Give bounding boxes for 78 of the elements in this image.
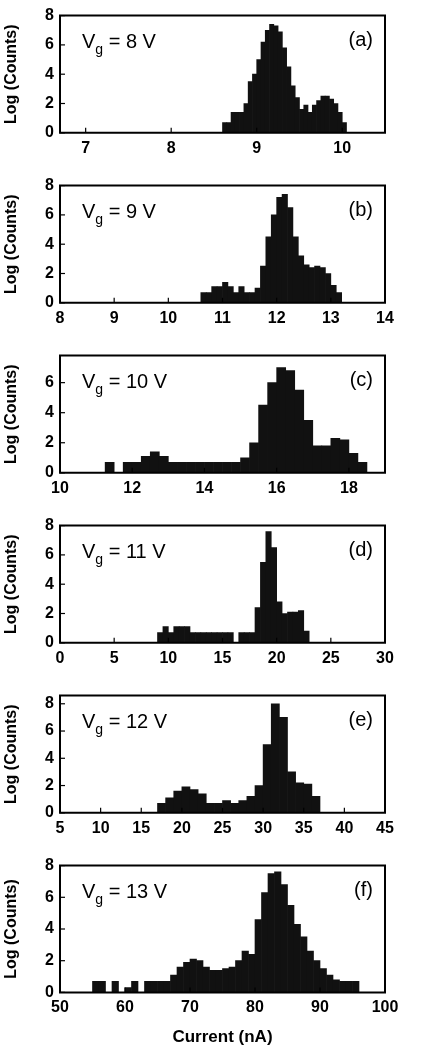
x-tick-label: 30 [376, 648, 394, 666]
annotation: (e) [348, 707, 374, 730]
y-tick-label: 4 [45, 234, 55, 252]
y-tick-label: 6 [45, 205, 55, 223]
x-tick-label: 18 [339, 478, 358, 496]
y-tick-label: 8 [45, 6, 55, 24]
x-tick-label: 9 [252, 138, 262, 156]
x-tick-label: 40 [335, 818, 354, 836]
y-axis-title: Log (Counts) [2, 364, 20, 464]
y-tick-label: 8 [45, 694, 55, 712]
y-tick-label: 8 [45, 176, 55, 194]
x-tick-label: 20 [172, 818, 191, 836]
y-tick-label: 0 [45, 463, 55, 481]
annotation: (b) [348, 197, 374, 220]
x-tick-label: 14 [376, 308, 394, 326]
annotation: (d) [348, 537, 374, 560]
x-tick-label: 12 [123, 478, 142, 496]
y-axis-title: Log (Counts) [2, 879, 20, 979]
y-tick-label: 4 [45, 919, 55, 937]
x-tick-label: 25 [213, 818, 232, 836]
y-tick-label: 4 [45, 64, 55, 82]
x-tick-label: 100 [371, 998, 399, 1016]
x-tick-label: 16 [267, 478, 286, 496]
y-tick-label: 4 [45, 403, 55, 421]
x-tick-label: 8 [166, 138, 176, 156]
y-tick-label: 2 [45, 951, 55, 969]
x-tick-label: 35 [294, 818, 313, 836]
x-tick-label: 70 [181, 998, 199, 1016]
x-tick-label: 15 [213, 648, 232, 666]
x-tick-label: 50 [51, 998, 69, 1016]
y-tick-label: 2 [45, 775, 55, 793]
y-tick-label: 0 [45, 293, 55, 311]
y-tick-label: 2 [45, 433, 55, 451]
x-tick-label: 9 [109, 308, 119, 326]
x-tick-label: 11 [214, 308, 232, 326]
x-tick-label: 10 [51, 478, 69, 496]
x-tick-label: 10 [159, 648, 178, 666]
x-tick-label: 20 [267, 648, 286, 666]
y-axis-title: Log (Counts) [2, 24, 20, 124]
x-tick-label: 10 [159, 308, 178, 326]
x-tick-label: 14 [195, 478, 214, 496]
y-tick-label: 0 [45, 123, 55, 141]
annotation: (c) [349, 367, 374, 390]
annotation: (f) [354, 877, 374, 900]
y-tick-label: 2 [45, 603, 55, 621]
annotation: (a) [348, 27, 374, 50]
y-tick-label: 0 [45, 633, 55, 651]
x-tick-label: 45 [376, 818, 394, 836]
y-axis-title: Log (Counts) [2, 534, 20, 634]
y-axis-title: Log (Counts) [2, 194, 20, 294]
y-tick-label: 6 [45, 887, 55, 905]
y-tick-label: 0 [45, 803, 55, 821]
x-tick-label: 30 [254, 818, 273, 836]
y-tick-label: 8 [45, 516, 55, 534]
y-tick-label: 0 [45, 982, 55, 1000]
y-tick-label: 6 [45, 545, 55, 563]
y-tick-label: 6 [45, 373, 55, 391]
y-tick-label: 4 [45, 574, 55, 592]
x-tick-label: 5 [109, 648, 119, 666]
y-tick-label: 6 [45, 35, 55, 53]
x-tick-label: 60 [116, 998, 134, 1016]
x-tick-label: 15 [132, 818, 151, 836]
x-tick-label: 10 [333, 138, 352, 156]
y-axis-title: Log (Counts) [2, 704, 20, 804]
x-tick-label: 10 [91, 818, 110, 836]
y-tick-label: 8 [45, 856, 55, 874]
x-tick-label: 13 [321, 308, 340, 326]
x-tick-label: 80 [246, 998, 264, 1016]
y-tick-label: 2 [45, 263, 55, 281]
x-tick-label: 12 [267, 308, 286, 326]
x-axis-title: Current (nA) [172, 1027, 273, 1047]
x-tick-label: 5 [55, 818, 65, 836]
x-tick-label: 25 [321, 648, 340, 666]
y-tick-label: 6 [45, 721, 55, 739]
y-tick-label: 4 [45, 748, 55, 766]
x-tick-label: 90 [311, 998, 329, 1016]
x-tick-label: 7 [81, 138, 91, 156]
y-tick-label: 2 [45, 93, 55, 111]
